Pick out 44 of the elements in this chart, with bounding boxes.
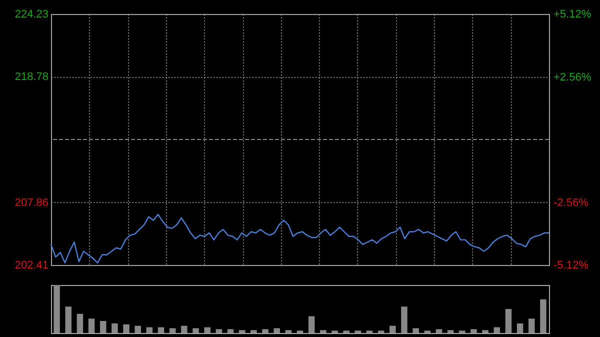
bar [516, 323, 524, 333]
bar [146, 327, 153, 333]
bar [181, 326, 188, 333]
bar [158, 327, 164, 333]
bar [54, 285, 60, 333]
y-tick-label: 218.78 [14, 71, 48, 84]
bar [250, 330, 257, 333]
bar [505, 309, 512, 333]
y-tick-label: 202.41 [14, 260, 48, 272]
bar [390, 326, 396, 333]
bar [482, 330, 488, 333]
y2-tick-label: -2.56% [554, 196, 589, 209]
y-tick-label: 224.23 [14, 8, 48, 20]
bar [112, 323, 118, 333]
y2-tick-label: -5.12% [554, 260, 589, 272]
bar [447, 330, 454, 333]
line-series [50, 214, 550, 264]
y2-tick-label: +5.12% [554, 8, 592, 20]
bar [123, 324, 130, 333]
bar [470, 329, 477, 333]
bar [227, 329, 234, 333]
bar [204, 327, 210, 333]
y-tick-label: 207.86 [14, 196, 48, 209]
bar [320, 330, 326, 333]
bar [192, 328, 199, 333]
bar [134, 326, 141, 333]
bar [169, 328, 176, 333]
y2-tick-label: +2.56% [554, 71, 592, 84]
bar [216, 329, 222, 333]
bar [65, 306, 72, 333]
bar [238, 330, 246, 333]
bar [528, 318, 535, 333]
bar [76, 314, 84, 333]
bar [285, 330, 292, 333]
bar [401, 306, 408, 333]
bar [308, 316, 315, 333]
bar [436, 329, 442, 333]
bar [494, 327, 500, 333]
bar [100, 321, 106, 333]
bar [88, 318, 95, 333]
bar [274, 328, 280, 333]
bar [412, 328, 419, 333]
bar [262, 329, 268, 333]
bar [540, 299, 546, 333]
